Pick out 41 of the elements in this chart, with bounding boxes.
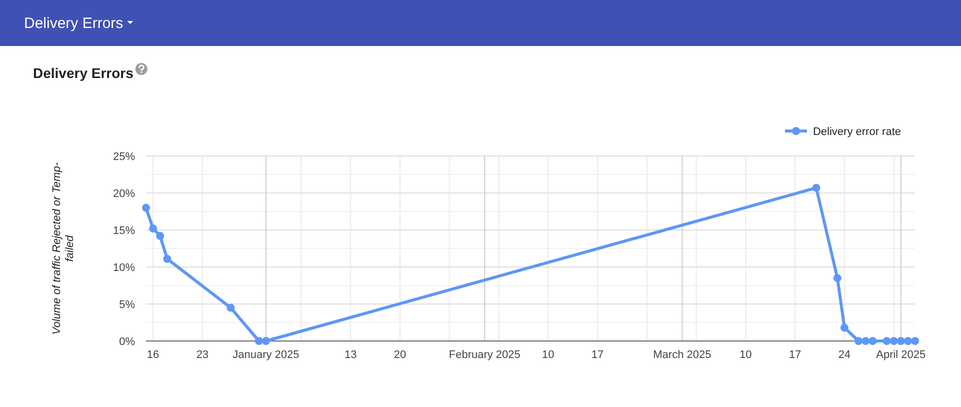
- x-tick-label: February 2025: [448, 349, 520, 361]
- point: [904, 337, 912, 345]
- y-tick-label: 10%: [112, 262, 136, 274]
- y-tick-label: 25%: [112, 151, 136, 163]
- x-tick-label: March 2025: [653, 349, 712, 361]
- point: [862, 337, 870, 345]
- point: [149, 224, 158, 233]
- chart-title: Delivery Errors: [33, 65, 134, 81]
- legend-label: Delivery error rate: [812, 126, 902, 138]
- x-tick-label: 17: [591, 349, 604, 361]
- y-tick-label: 5%: [119, 299, 136, 311]
- y-axis-title: Volume of traffic Rejected or Temp-failed: [51, 162, 76, 335]
- point: [840, 324, 848, 332]
- point: [890, 337, 898, 345]
- point: [896, 337, 905, 345]
- text: Delivery Errors: [24, 15, 124, 32]
- x-tick-label: April 2025: [876, 349, 926, 361]
- point: [882, 337, 891, 345]
- point: [833, 274, 842, 282]
- point: [163, 254, 172, 263]
- x-tick-label: 20: [394, 349, 406, 361]
- x-tick-label: 10: [542, 349, 554, 361]
- point: [156, 232, 164, 240]
- y-tick-label: 20%: [112, 188, 136, 200]
- y-tick-label: 15%: [112, 225, 136, 237]
- x-tick-label: 17: [788, 349, 802, 361]
- point: [262, 337, 270, 345]
- x-tick-label: 10: [740, 349, 752, 361]
- point: [812, 184, 820, 192]
- x-tick-label: 16: [146, 349, 160, 361]
- point: [142, 204, 150, 212]
- x-tick-label: 13: [344, 349, 357, 361]
- x-tick-label: 24: [838, 349, 851, 361]
- point: [854, 337, 863, 345]
- point: [226, 304, 235, 312]
- point: [254, 337, 263, 345]
- x-tick-label: 23: [196, 349, 209, 361]
- point: [868, 337, 877, 345]
- x-tick-label: January 2025: [232, 349, 300, 361]
- y-tick-label: 0%: [119, 336, 136, 348]
- point: [911, 337, 919, 345]
